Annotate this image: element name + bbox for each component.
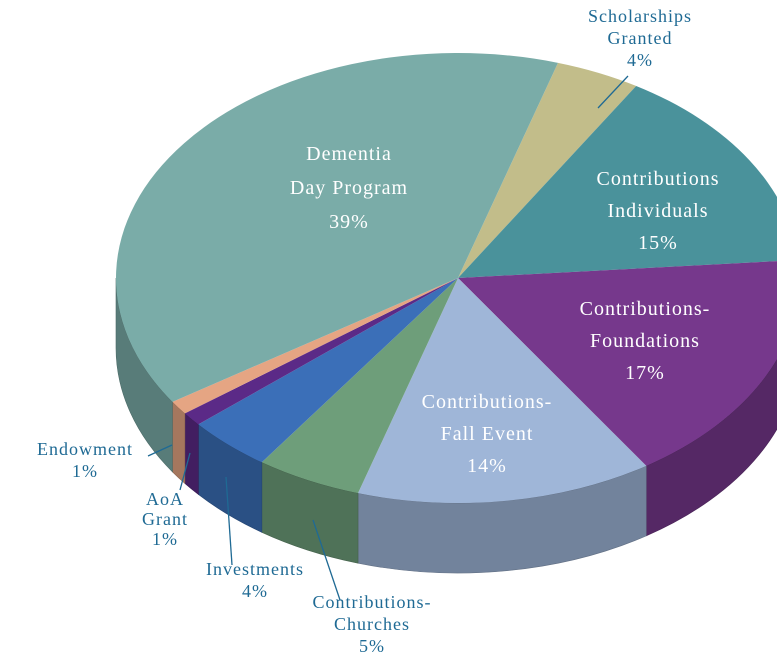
slice-label: Investments	[206, 559, 304, 579]
slice	[458, 62, 637, 279]
slice-side	[184, 412, 199, 496]
slice	[458, 85, 777, 278]
slice-label: Dementia Day Program	[290, 143, 408, 199]
leader-line	[312, 519, 341, 601]
slice	[261, 278, 458, 494]
value-label: 4%	[242, 581, 268, 601]
slice-label: Contributions-Fall Event	[422, 391, 553, 445]
slice-side	[172, 401, 186, 485]
slice	[116, 53, 558, 402]
value-label: 1%	[152, 529, 178, 549]
slice-label: Scholarships Granted	[588, 6, 692, 48]
leader-line	[179, 452, 191, 491]
slice-label: AoA Grant	[142, 489, 188, 529]
slice-label: Endowment	[37, 439, 133, 459]
value-label: 1%	[72, 461, 98, 481]
slice	[198, 278, 458, 463]
slice	[458, 261, 777, 466]
leader-line	[597, 75, 629, 109]
slice	[172, 278, 458, 414]
leader-line	[147, 444, 173, 457]
slice-label: Contributions Individuals	[596, 168, 719, 222]
leader-line	[225, 476, 233, 566]
slice	[358, 278, 647, 503]
value-label: 39%	[329, 211, 369, 233]
slice-label: Contributions-Churches	[312, 592, 431, 634]
value-label: 17%	[625, 362, 665, 384]
value-label: 15%	[638, 232, 678, 254]
value-label: 4%	[627, 50, 653, 70]
slice	[184, 278, 459, 425]
value-label: 5%	[359, 636, 385, 656]
slice-label: Contributions-Foundations	[580, 298, 711, 352]
value-label: 14%	[467, 455, 507, 477]
